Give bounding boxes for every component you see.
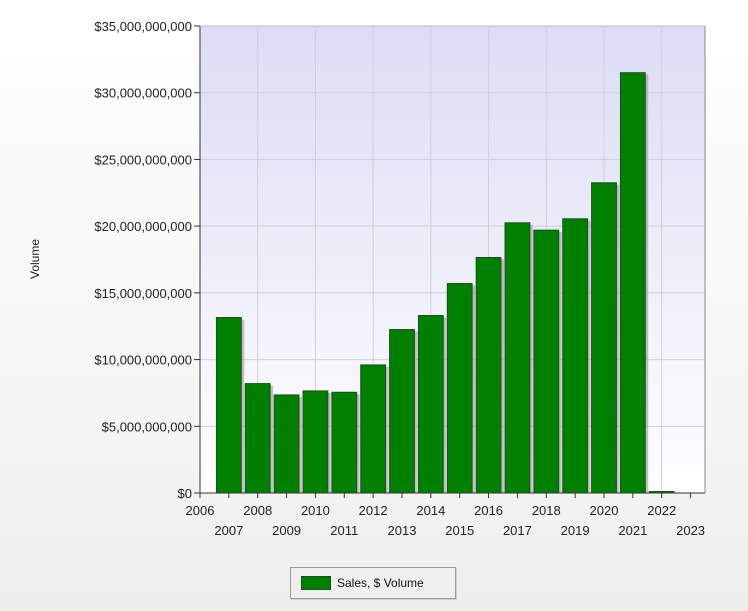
bar [302,390,329,494]
x-tick-label: 2008 [243,503,272,518]
axes: $0 $5,000,000,000 $10,000,000,000 $15,000,0… [94,19,706,538]
x-tick-label: 2019 [561,523,590,538]
bar [244,383,271,494]
x-tick-label: 2011 [330,523,358,538]
x-tick-label: 2015 [445,523,474,538]
bar [446,283,473,494]
x-tick-label: 2014 [416,503,445,518]
bar [360,364,387,494]
bar [273,394,300,494]
y-axis-title: Volume [28,239,42,279]
bars [215,72,675,494]
y-tick-label: $15,000,000,000 [94,286,192,301]
bar [417,315,444,494]
bar [331,391,358,494]
x-tick-label: 2007 [214,523,243,538]
bar [591,182,617,494]
bar [389,329,415,494]
bar [619,72,646,494]
y-tick-label: $10,000,000,000 [94,353,192,368]
bar-chart: $0 $5,000,000,000 $10,000,000,000 $15,000,0… [28,19,706,538]
x-tick-label: 2023 [676,523,705,538]
y-tick-label: $0 [178,486,192,501]
x-tick-label: 2017 [503,523,532,538]
legend-label: Sales, $ Volume [337,576,424,590]
x-tick-label: 2013 [388,523,417,538]
y-tick-label: $35,000,000,000 [94,19,192,34]
bar [504,222,531,494]
y-tick-label: $30,000,000,000 [94,86,192,101]
x-tick-label: 2010 [301,503,330,518]
bar [475,256,502,494]
x-tick-label: 2009 [272,523,301,538]
bar [562,218,589,494]
x-tick-label: 2016 [474,503,503,518]
y-tick-label: $20,000,000,000 [94,219,192,234]
x-tick-label: 2006 [186,503,215,518]
y-tick-label: $5,000,000,000 [102,419,192,434]
y-tick-label: $25,000,000,000 [94,152,192,167]
x-tick-label: 2022 [647,503,676,518]
legend: Sales, $ Volume [290,567,456,599]
x-tick-label: 2012 [359,503,388,518]
legend-swatch [301,576,331,590]
x-tick-label: 2020 [590,503,619,518]
x-tick-label: 2021 [618,523,647,538]
bar [533,229,560,494]
bar [215,317,242,494]
x-tick-label: 2018 [532,503,561,518]
